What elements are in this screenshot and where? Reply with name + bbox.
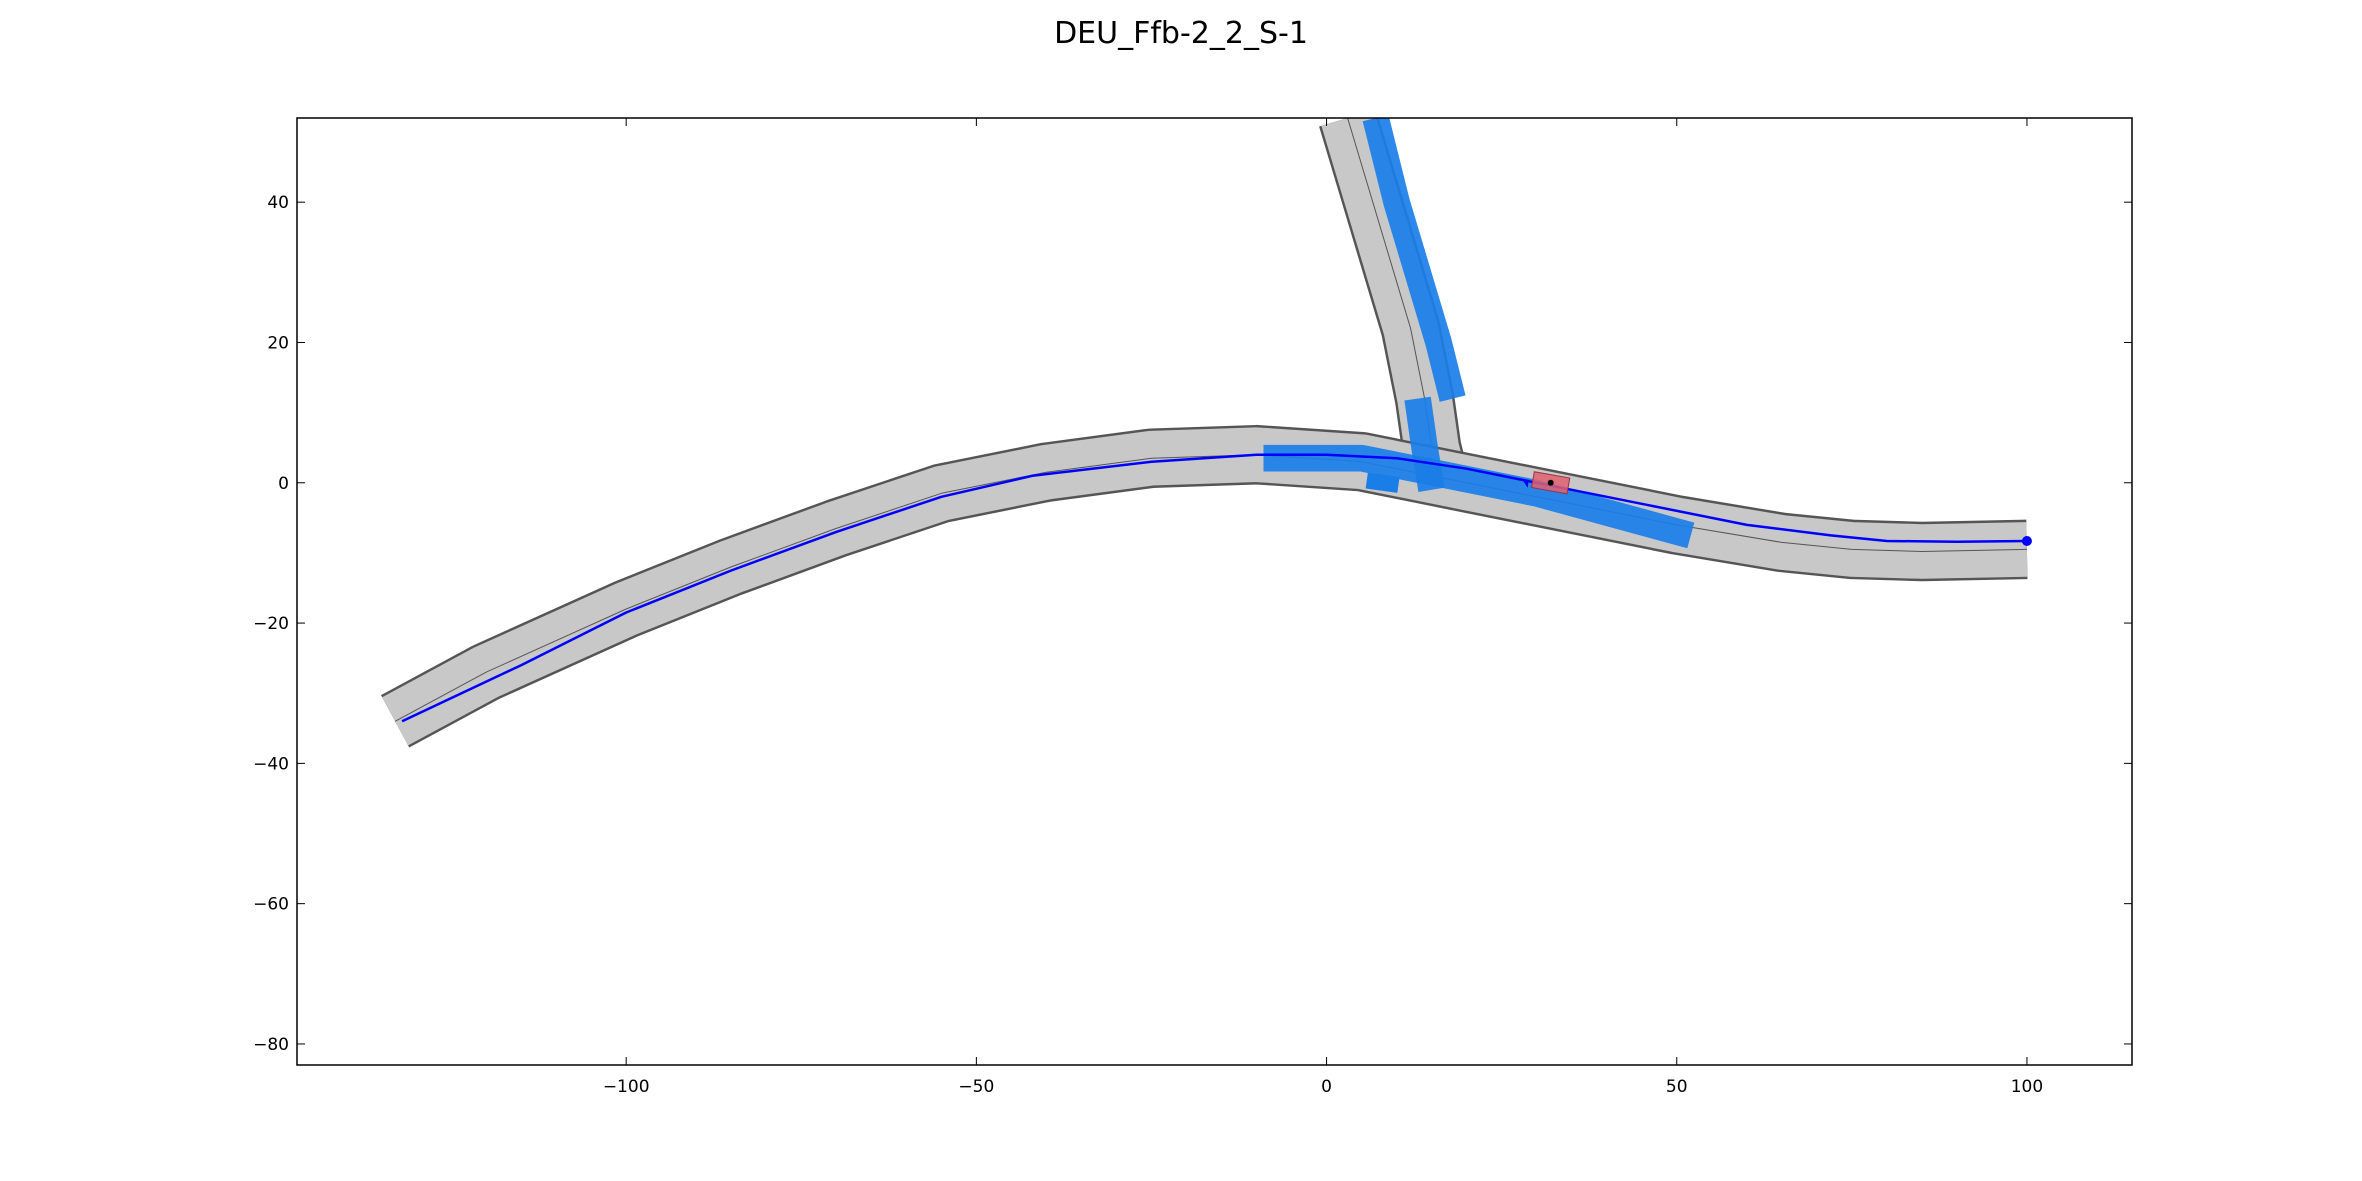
ego-vehicle-center — [1547, 479, 1554, 486]
y-tick-label: −40 — [253, 754, 289, 774]
y-tick-label: −80 — [253, 1035, 289, 1055]
other-vehicle-1 — [1365, 472, 1400, 493]
y-tick-label: −60 — [253, 895, 289, 915]
route-end-marker — [2021, 535, 2032, 546]
chart-title: DEU_Ffb-2_2_S-1 — [1054, 16, 1308, 51]
y-tick-label: 20 — [267, 333, 289, 353]
x-tick-label: 50 — [1666, 1077, 1688, 1097]
x-tick-label: −100 — [603, 1077, 650, 1097]
axis-ticks: −100 −50 0 50 100 40 20 0 −20 −40 −60 −80 — [253, 118, 2132, 1097]
y-tick-label: 0 — [278, 474, 289, 494]
y-tick-label: −20 — [253, 614, 289, 634]
x-tick-label: 100 — [2011, 1077, 2043, 1097]
x-tick-label: 0 — [1321, 1077, 1332, 1097]
route-line-1 — [401, 453, 2027, 723]
y-tick-label: 40 — [267, 193, 289, 213]
x-tick-label: −50 — [958, 1077, 994, 1097]
highlighted-lane-2 — [1362, 118, 1466, 402]
highlighted-lane-3 — [1404, 396, 1445, 492]
road-scene — [380, 118, 2032, 748]
axes-frame — [296, 117, 2133, 1066]
ego-heading-arrow — [1521, 478, 1529, 488]
road-main-surface — [382, 427, 2028, 746]
